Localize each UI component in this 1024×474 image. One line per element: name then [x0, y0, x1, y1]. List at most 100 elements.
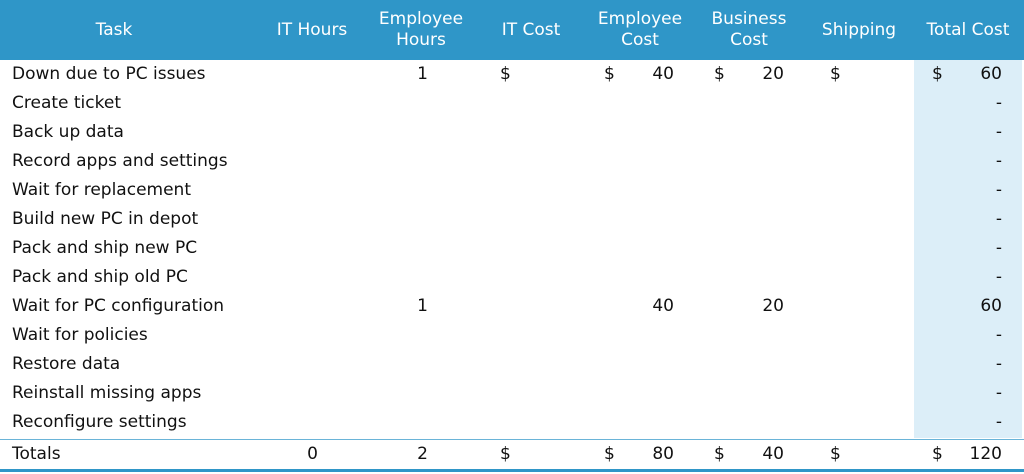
shipping-value: [834, 89, 894, 118]
total-cost-value: -: [995, 267, 1002, 287]
total-cost-value: -: [995, 93, 1002, 113]
it-hours-value: [258, 176, 318, 205]
it-cost-value: [510, 118, 570, 147]
employee-cost-value: [614, 350, 674, 379]
employee-cost-value: [614, 321, 674, 350]
task-cell: Wait for replacement: [12, 180, 191, 200]
shipping-value: [834, 60, 894, 89]
total-cost-value: -: [995, 383, 1002, 403]
table-row: Wait for replacement -: [0, 176, 1024, 205]
total-cost-value: 60: [980, 64, 1002, 84]
it-cost-value: [510, 234, 570, 263]
task-cell: Wait for PC configuration: [12, 296, 225, 316]
task-cell: Totals: [12, 444, 61, 464]
it-hours-value: [258, 118, 318, 147]
total-cost-value: -: [995, 151, 1002, 171]
total-cost-value: -: [995, 122, 1002, 142]
business-cost-value: [724, 205, 784, 234]
employee-hours-value: 1: [417, 296, 428, 316]
shipping-value: [834, 292, 894, 321]
business-cost-value: 20: [762, 64, 784, 84]
header-total-cost: Total Cost: [914, 0, 1022, 60]
employee-cost-value: [614, 234, 674, 263]
task-cell: Reconfigure settings: [12, 412, 187, 432]
it-hours-value: [258, 60, 318, 89]
it-cost-value: [510, 89, 570, 118]
table-row: Build new PC in depot -: [0, 205, 1024, 234]
table-row: Reconfigure settings -: [0, 408, 1024, 437]
header-it-hours: IT Hours: [258, 0, 366, 60]
business-cost-value: [724, 147, 784, 176]
header-label-line: Shipping: [821, 19, 897, 40]
employee-hours-value: [368, 321, 428, 350]
business-cost-value: 40: [762, 444, 784, 464]
employee-cost-value: [614, 205, 674, 234]
employee-cost-value: 40: [652, 64, 674, 84]
totals-row: Totals 0 2 $ $80 $40 $ $120: [0, 440, 1024, 469]
it-hours-value: [258, 147, 318, 176]
business-cost-value: [724, 321, 784, 350]
business-cost-value: [724, 176, 784, 205]
total-cost-value: -: [995, 354, 1002, 374]
header-label-line: Total Cost: [926, 19, 1010, 40]
employee-cost-value: [614, 176, 674, 205]
it-hours-value: [258, 379, 318, 408]
shipping-value: [834, 379, 894, 408]
employee-cost-value: [614, 379, 674, 408]
it-cost-value: [510, 350, 570, 379]
header-label-line: Cost: [730, 30, 768, 50]
it-hours-value: [258, 263, 318, 292]
table-row: Wait for policies -: [0, 321, 1024, 350]
business-cost-value: [724, 263, 784, 292]
header-it-cost: IT Cost: [476, 0, 586, 60]
task-cell: Record apps and settings: [12, 151, 228, 171]
it-hours-value: 0: [307, 444, 318, 464]
shipping-value: [834, 147, 894, 176]
task-cell: Back up data: [12, 122, 124, 142]
header-employee-hours: Employee Hours: [366, 0, 476, 60]
shipping-value: [834, 440, 894, 469]
employee-hours-value: [368, 408, 428, 437]
header-label-line: Employee: [378, 9, 464, 29]
table-row: Record apps and settings -: [0, 147, 1024, 176]
task-cell: Wait for policies: [12, 325, 148, 345]
business-cost-value: [724, 379, 784, 408]
it-cost-value: [510, 147, 570, 176]
it-cost-value: [510, 440, 570, 469]
header-label-line: IT Cost: [501, 19, 561, 40]
it-hours-value: [258, 234, 318, 263]
total-cost-value: -: [995, 238, 1002, 258]
it-hours-value: [258, 292, 318, 321]
employee-hours-value: [368, 205, 428, 234]
business-cost-currency-symbol: $: [714, 444, 725, 464]
total-cost-value: -: [995, 325, 1002, 345]
totals-divider: [0, 439, 1024, 440]
it-hours-value: [258, 408, 318, 437]
business-cost-value: [724, 234, 784, 263]
shipping-value: [834, 176, 894, 205]
shipping-value: [834, 234, 894, 263]
it-hours-value: [258, 89, 318, 118]
header-label-line: Business: [711, 9, 787, 29]
employee-cost-value: 80: [652, 444, 674, 464]
shipping-value: [834, 205, 894, 234]
shipping-currency-symbol: $: [830, 444, 841, 464]
business-cost-value: [724, 118, 784, 147]
employee-hours-value: [368, 147, 428, 176]
it-cost-value: [510, 60, 570, 89]
employee-cost-value: [614, 263, 674, 292]
task-cell: Down due to PC issues: [12, 64, 206, 84]
it-cost-currency-symbol: $: [500, 444, 511, 464]
total-cost-column-highlight: [914, 60, 1022, 438]
it-cost-currency-symbol: $: [500, 64, 511, 84]
employee-hours-value: [368, 234, 428, 263]
business-cost-value: 20: [762, 296, 784, 316]
employee-cost-value: 40: [652, 296, 674, 316]
employee-cost-value: [614, 147, 674, 176]
task-cell: Restore data: [12, 354, 121, 374]
employee-cost-value: [614, 118, 674, 147]
table-row: Pack and ship new PC -: [0, 234, 1024, 263]
it-hours-value: [258, 205, 318, 234]
it-cost-value: [510, 408, 570, 437]
total-cost-currency-symbol: $: [932, 444, 943, 464]
